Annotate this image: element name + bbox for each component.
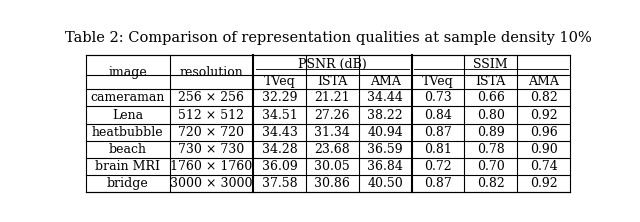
Text: Lena: Lena	[112, 109, 143, 122]
Text: 0.72: 0.72	[424, 160, 452, 173]
Text: PSNR (dB): PSNR (dB)	[298, 58, 367, 71]
Text: beach: beach	[109, 143, 147, 156]
Text: 23.68: 23.68	[314, 143, 350, 156]
Text: 0.92: 0.92	[530, 109, 557, 122]
Text: brain MRI: brain MRI	[95, 160, 160, 173]
Text: resolution: resolution	[179, 65, 243, 79]
Text: 31.34: 31.34	[314, 126, 350, 139]
Text: 36.09: 36.09	[262, 160, 298, 173]
Text: 0.96: 0.96	[530, 126, 557, 139]
Text: 34.43: 34.43	[262, 126, 298, 139]
Text: 36.84: 36.84	[367, 160, 403, 173]
Text: 30.86: 30.86	[314, 177, 350, 190]
Text: 0.81: 0.81	[424, 143, 452, 156]
Text: TVeq: TVeq	[422, 75, 454, 88]
Text: 0.80: 0.80	[477, 109, 505, 122]
Text: 0.74: 0.74	[530, 160, 557, 173]
Text: 0.90: 0.90	[530, 143, 557, 156]
Text: 36.59: 36.59	[367, 143, 403, 156]
Text: 720 × 720: 720 × 720	[179, 126, 244, 139]
Text: 38.22: 38.22	[367, 109, 403, 122]
Text: 256 × 256: 256 × 256	[179, 91, 244, 104]
Text: 0.73: 0.73	[424, 91, 452, 104]
Text: 1760 × 1760: 1760 × 1760	[170, 160, 252, 173]
Text: heatbubble: heatbubble	[92, 126, 164, 139]
Text: 34.28: 34.28	[262, 143, 298, 156]
Text: 0.84: 0.84	[424, 109, 452, 122]
Text: cameraman: cameraman	[90, 91, 165, 104]
Text: AMA: AMA	[528, 75, 559, 88]
Text: 34.51: 34.51	[262, 109, 298, 122]
Text: 0.70: 0.70	[477, 160, 505, 173]
Text: 0.78: 0.78	[477, 143, 505, 156]
Text: 0.89: 0.89	[477, 126, 505, 139]
Text: 0.87: 0.87	[424, 126, 452, 139]
Text: 0.82: 0.82	[530, 91, 557, 104]
Text: 27.26: 27.26	[315, 109, 350, 122]
Text: image: image	[108, 65, 147, 79]
Text: 512 × 512: 512 × 512	[179, 109, 244, 122]
Text: 40.94: 40.94	[367, 126, 403, 139]
Text: TVeq: TVeq	[264, 75, 295, 88]
Text: AMA: AMA	[370, 75, 401, 88]
Text: 0.82: 0.82	[477, 177, 505, 190]
Text: SSIM: SSIM	[474, 58, 508, 71]
Text: bridge: bridge	[107, 177, 148, 190]
Text: ISTA: ISTA	[317, 75, 348, 88]
Text: Table 2: Comparison of representation qualities at sample density 10%: Table 2: Comparison of representation qu…	[65, 31, 591, 45]
Text: 32.29: 32.29	[262, 91, 297, 104]
Text: 34.44: 34.44	[367, 91, 403, 104]
Text: 37.58: 37.58	[262, 177, 298, 190]
Text: 40.50: 40.50	[367, 177, 403, 190]
Text: ISTA: ISTA	[476, 75, 506, 88]
Text: 0.66: 0.66	[477, 91, 505, 104]
Text: 3000 × 3000: 3000 × 3000	[170, 177, 253, 190]
Text: 30.05: 30.05	[314, 160, 350, 173]
Text: 0.92: 0.92	[530, 177, 557, 190]
Text: 730 × 730: 730 × 730	[178, 143, 244, 156]
Text: 21.21: 21.21	[314, 91, 350, 104]
Text: 0.87: 0.87	[424, 177, 452, 190]
